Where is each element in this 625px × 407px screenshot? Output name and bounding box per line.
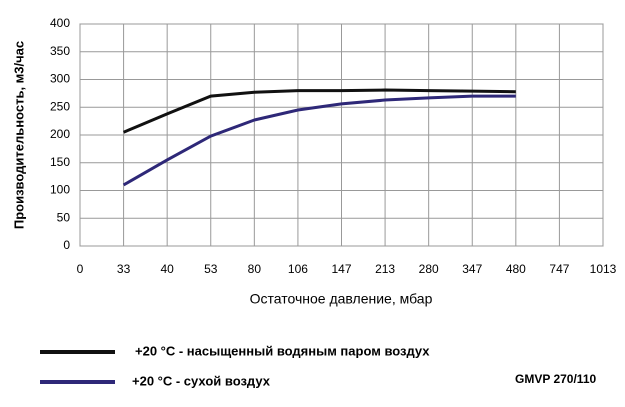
x-tick-label: 213: [375, 262, 395, 276]
x-tick-label: 1013: [590, 262, 617, 276]
x-tick-label: 106: [288, 262, 308, 276]
x-axis-title: Остаточное давление, мбар: [250, 291, 433, 307]
y-tick-label: 300: [50, 72, 70, 86]
y-tick-label: 100: [50, 183, 70, 197]
x-tick-label: 480: [506, 262, 526, 276]
x-tick-label: 80: [248, 262, 262, 276]
x-tick-label: 40: [160, 262, 174, 276]
x-tick-label: 53: [204, 262, 218, 276]
y-tick-label: 50: [57, 210, 71, 224]
y-tick-label: 400: [50, 16, 70, 30]
legend-label: +20 °C - сухой воздух: [132, 373, 271, 388]
series-line: [123, 88, 516, 134]
y-tick-label: 150: [50, 155, 70, 169]
legend-label: +20 °C - насыщенный водяным паром воздух: [135, 343, 430, 358]
x-tick-label: 0: [77, 262, 84, 276]
y-tick-label: 0: [63, 238, 70, 252]
series-line: [122, 94, 516, 187]
x-tick-label: 347: [462, 262, 482, 276]
x-tick-label: 147: [331, 262, 351, 276]
model-label: GMVP 270/110: [515, 372, 596, 386]
x-tick-label: 747: [549, 262, 569, 276]
x-tick-label: 33: [117, 262, 131, 276]
y-tick-label: 250: [50, 99, 70, 113]
y-tick-label: 350: [50, 44, 70, 58]
y-axis-title: Производительность, м3/час: [11, 41, 26, 229]
y-tick-label: 200: [50, 127, 70, 141]
x-tick-label: 280: [419, 262, 439, 276]
